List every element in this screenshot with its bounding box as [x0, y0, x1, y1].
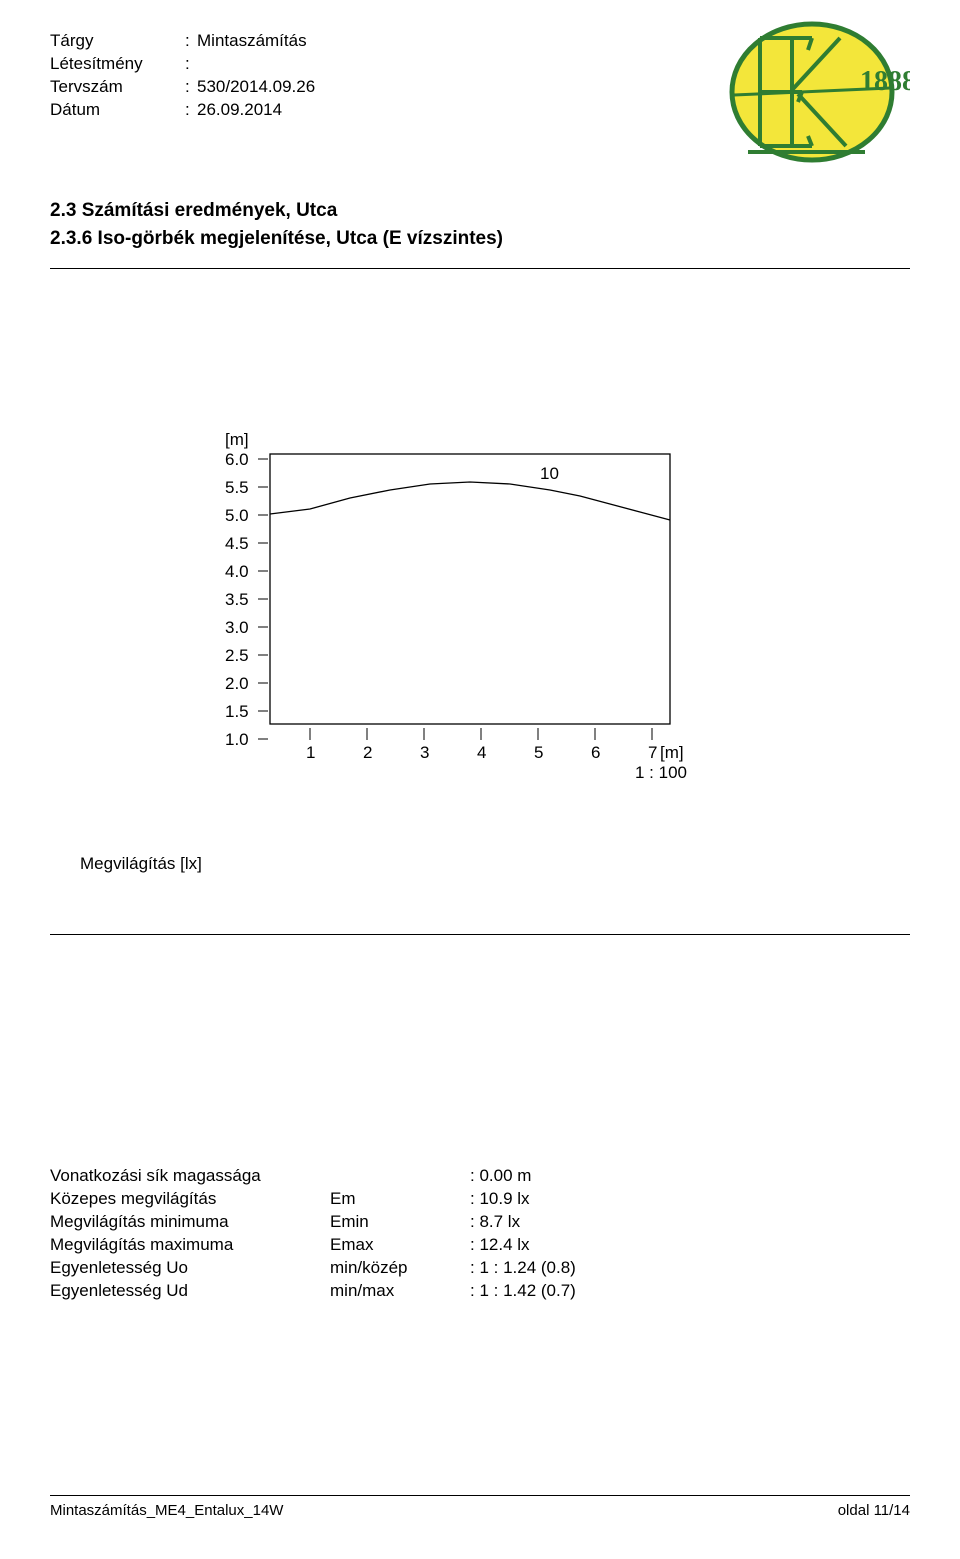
result-label: Egyenletesség Ud	[50, 1280, 330, 1303]
chart-x-label: 5	[534, 743, 543, 762]
chart-x-label: 3	[420, 743, 429, 762]
chart-y-label: 5.0	[225, 506, 249, 525]
illuminance-label: Megvilágítás [lx]	[80, 854, 910, 874]
header-colon: :	[185, 53, 197, 76]
result-label: Egyenletesség Uo	[50, 1257, 330, 1280]
rule-mid	[50, 934, 910, 935]
chart-iso-curve	[270, 482, 670, 520]
result-label: Közepes megvilágítás	[50, 1188, 330, 1211]
footer-rule	[50, 1495, 910, 1496]
result-value: : 1 : 1.24 (0.8)	[470, 1257, 576, 1280]
header: Tárgy:MintaszámításLétesítmény:Tervszám:…	[50, 30, 910, 170]
chart-y-label: 2.0	[225, 674, 249, 693]
section-title: 2.3 Számítási eredmények, Utca	[50, 200, 910, 222]
results-row: Közepes megvilágításEm: 10.9 lx	[50, 1188, 910, 1211]
chart-box	[270, 454, 670, 724]
chart-x-label: 1	[306, 743, 315, 762]
result-value: : 12.4 lx	[470, 1234, 530, 1257]
header-colon: :	[185, 99, 197, 122]
chart-y-label: 5.5	[225, 478, 249, 497]
result-symbol: min/max	[330, 1280, 470, 1303]
results-row: Megvilágítás maximumaEmax: 12.4 lx	[50, 1234, 910, 1257]
section-subtitle: 2.3.6 Iso-görbék megjelenítése, Utca (E …	[50, 228, 910, 250]
header-label: Létesítmény	[50, 53, 185, 76]
results-row: Egyenletesség Udmin/max: 1 : 1.42 (0.7)	[50, 1280, 910, 1303]
header-label: Dátum	[50, 99, 185, 122]
header-label: Tárgy	[50, 30, 185, 53]
result-symbol: Em	[330, 1188, 470, 1211]
chart-y-label: 6.0	[225, 450, 249, 469]
result-value: : 1 : 1.42 (0.7)	[470, 1280, 576, 1303]
result-symbol: Emin	[330, 1211, 470, 1234]
results-row: Megvilágítás minimumaEmin: 8.7 lx	[50, 1211, 910, 1234]
footer-right: oldal 11/14	[838, 1502, 910, 1519]
header-colon: :	[185, 76, 197, 99]
result-symbol: min/közép	[330, 1257, 470, 1280]
chart-x-unit: [m]	[660, 743, 684, 762]
chart-iso-label: 10	[540, 464, 559, 483]
results-block: Vonatkozási sík magassága: 0.00 mKözepes…	[50, 1165, 910, 1303]
page: Tárgy:MintaszámításLétesítmény:Tervszám:…	[0, 0, 960, 1559]
rule-top	[50, 268, 910, 269]
result-symbol: Emax	[330, 1234, 470, 1257]
chart-y-label: 2.5	[225, 646, 249, 665]
chart-y-label: 3.0	[225, 618, 249, 637]
results-row: Vonatkozási sík magassága : 0.00 m	[50, 1165, 910, 1188]
header-colon: :	[185, 30, 197, 53]
result-label: Megvilágítás minimuma	[50, 1211, 330, 1234]
chart-x-label: 7	[648, 743, 657, 762]
chart: [m]6.05.55.04.54.03.53.02.52.01.51.01012…	[205, 429, 910, 784]
result-value: : 8.7 lx	[470, 1211, 520, 1234]
footer-left: Mintaszámítás_ME4_Entalux_14W	[50, 1502, 283, 1519]
chart-y-label: 3.5	[225, 590, 249, 609]
result-symbol	[330, 1165, 470, 1188]
results-row: Egyenletesség Uomin/közép: 1 : 1.24 (0.8…	[50, 1257, 910, 1280]
chart-scale: 1 : 100	[635, 763, 687, 779]
result-label: Megvilágítás maximuma	[50, 1234, 330, 1257]
svg-text:1888: 1888	[860, 66, 910, 97]
chart-x-label: 6	[591, 743, 600, 762]
result-label: Vonatkozási sík magassága	[50, 1165, 330, 1188]
header-value: Mintaszámítás	[197, 30, 307, 53]
footer: Mintaszámítás_ME4_Entalux_14W oldal 11/1…	[50, 1495, 910, 1519]
chart-y-unit: [m]	[225, 430, 249, 449]
logo: 1888	[720, 20, 910, 170]
header-label: Tervszám	[50, 76, 185, 99]
chart-x-label: 4	[477, 743, 486, 762]
result-value: : 0.00 m	[470, 1165, 531, 1188]
chart-x-label: 2	[363, 743, 372, 762]
chart-y-label: 4.0	[225, 562, 249, 581]
chart-y-label: 4.5	[225, 534, 249, 553]
header-value: 530/2014.09.26	[197, 76, 315, 99]
chart-y-label: 1.5	[225, 702, 249, 721]
chart-y-label: 1.0	[225, 730, 249, 749]
header-value: 26.09.2014	[197, 99, 282, 122]
result-value: : 10.9 lx	[470, 1188, 530, 1211]
